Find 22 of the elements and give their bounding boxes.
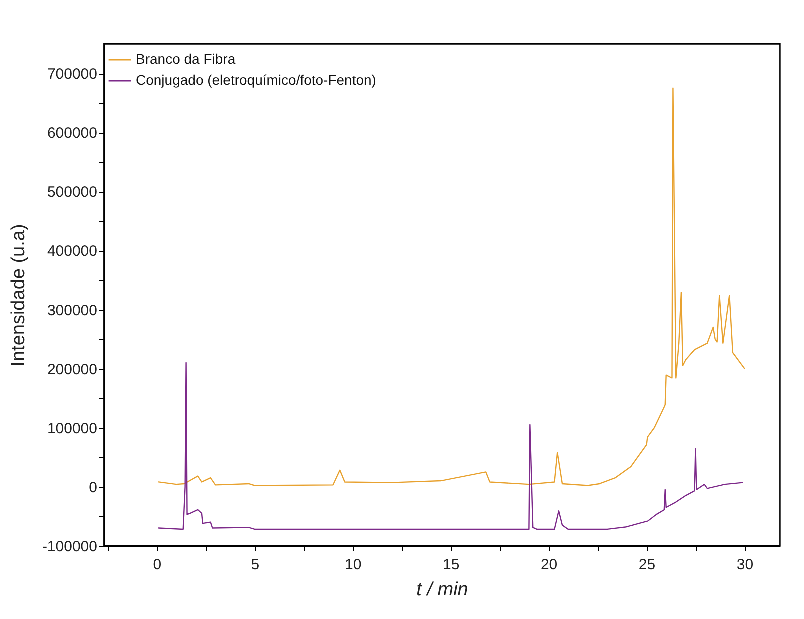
y-tick-label: 200000: [47, 361, 98, 378]
y-tick-label: 0: [89, 479, 98, 496]
x-tick-label: 15: [442, 556, 460, 574]
y-tick-label: 400000: [47, 243, 98, 260]
x-tick-label: 30: [736, 556, 754, 574]
legend-label: Conjugado (eletroquímico/foto-Fenton): [136, 72, 376, 88]
line-series: [158, 362, 744, 530]
x-axis-title: t / min: [416, 580, 468, 600]
legend-label: Branco da Fibra: [136, 51, 236, 67]
line-series: [158, 88, 746, 486]
y-tick-label: 600000: [47, 125, 98, 142]
x-tick-label: 0: [153, 556, 162, 574]
y-tick-label: 700000: [47, 66, 98, 84]
y-tick-label: 100000: [47, 420, 98, 438]
x-tick-label: 25: [638, 556, 656, 574]
y-tick-label: 300000: [47, 302, 98, 320]
y-tick-label: 500000: [47, 184, 98, 202]
x-tick-label: 10: [345, 556, 362, 574]
y-tick-label: -100000: [42, 538, 98, 556]
y-axis-title: Intensidade (u.a): [8, 224, 30, 367]
x-tick-label: 5: [251, 556, 260, 574]
x-tick-label: 20: [540, 556, 558, 574]
